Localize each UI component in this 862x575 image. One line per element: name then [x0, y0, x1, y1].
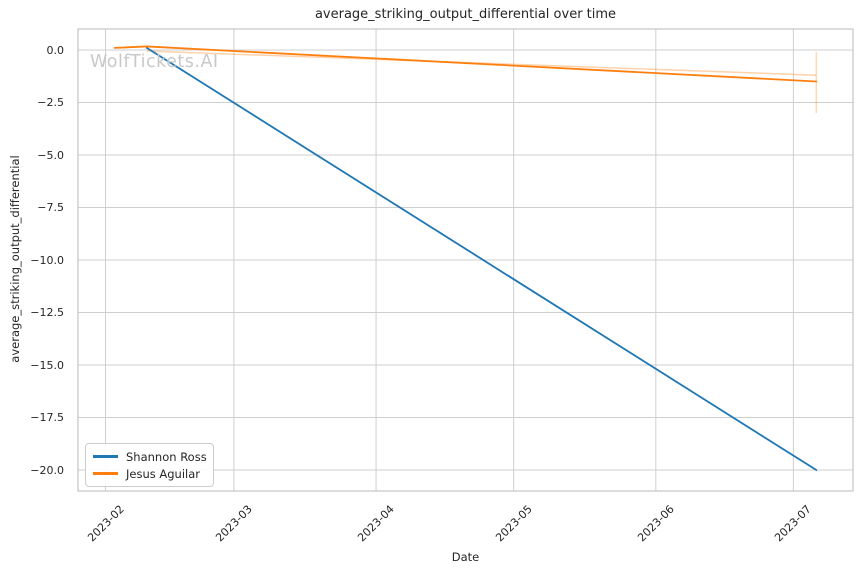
y-tick-label: −12.5: [30, 306, 64, 319]
series-line-shannon-ross: [145, 47, 818, 471]
y-tick-label: −2.5: [37, 96, 64, 109]
legend: Shannon Ross Jesus Aguilar: [85, 443, 214, 487]
legend-item-jesus-aguilar: Jesus Aguilar: [93, 465, 205, 482]
legend-label: Shannon Ross: [126, 449, 207, 464]
y-tick-label: −5.0: [37, 148, 64, 162]
y-tick-label: 0.0: [46, 43, 65, 57]
y-tick-label: −10.0: [30, 253, 64, 267]
chart-title: average_striking_output_differential ove…: [314, 7, 617, 22]
y-tick-label: −17.5: [30, 411, 64, 424]
y-tick-label: −15.0: [30, 358, 64, 372]
series-line-jesus-aguilar: [113, 45, 818, 83]
legend-item-shannon-ross: Shannon Ross: [93, 448, 207, 465]
y-tick-label: −20.0: [30, 463, 64, 477]
y-tick-label: −7.5: [37, 201, 64, 214]
watermark: WolfTickets.AI: [90, 52, 219, 72]
legend-line-swatch-orange: [93, 472, 118, 475]
legend-line-swatch-blue: [93, 455, 118, 458]
x-axis-label: Date: [451, 550, 480, 564]
legend-label: Jesus Aguilar: [126, 466, 201, 481]
axes-border: [77, 28, 854, 492]
